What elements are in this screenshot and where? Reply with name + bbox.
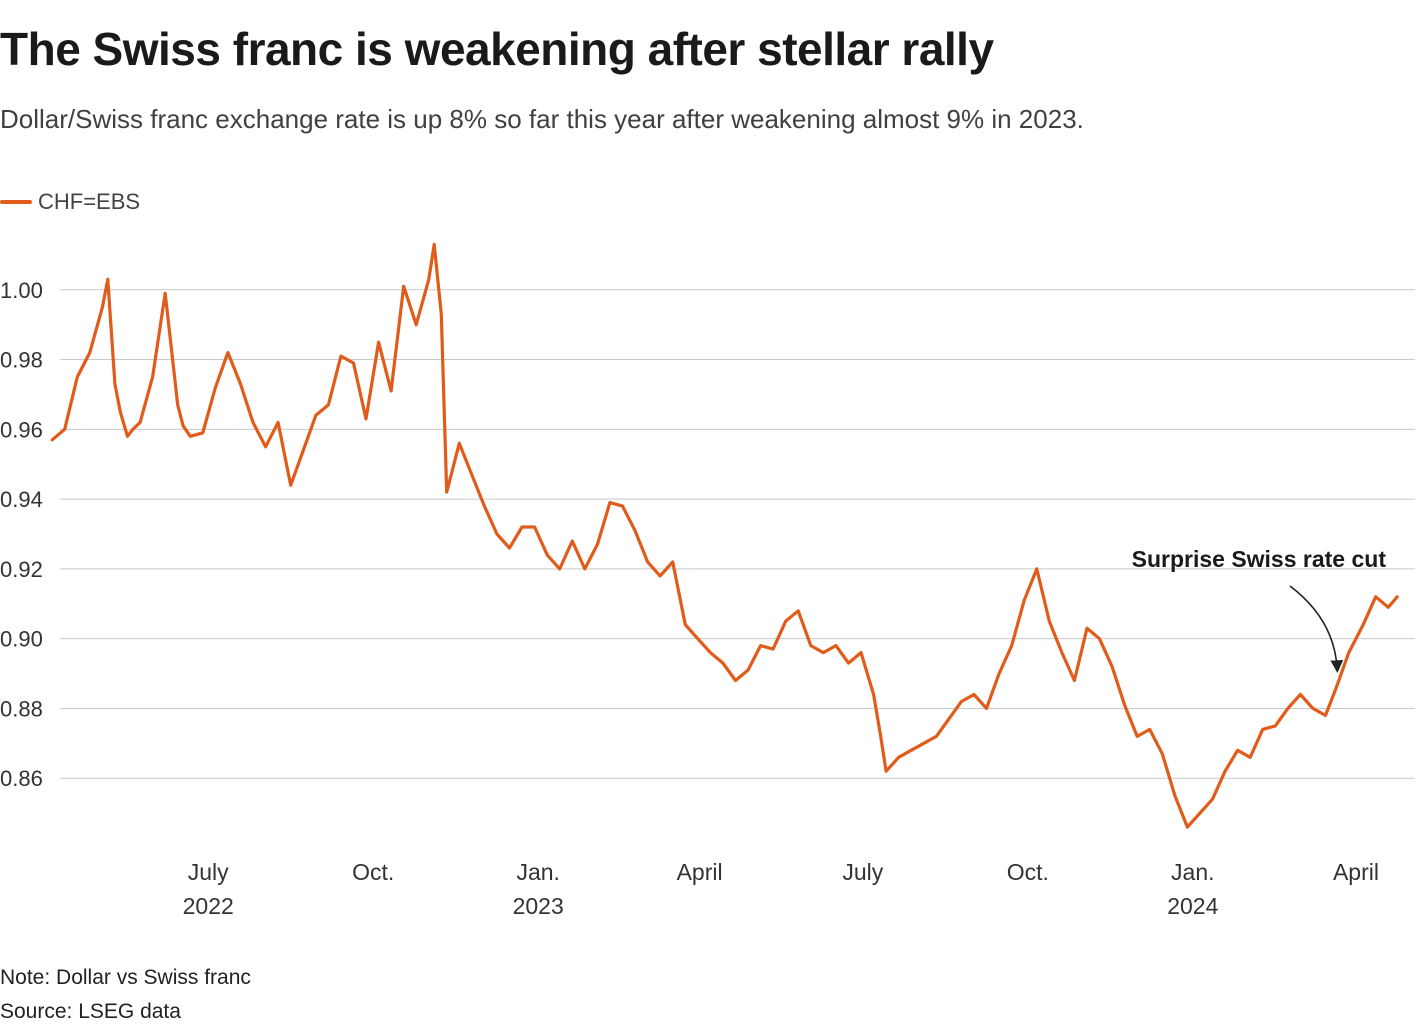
x-tick-label: April [1333,859,1379,885]
x-tick-label: April [677,859,723,885]
y-tick-label: 0.96 [0,417,43,442]
x-tick-label: July [842,859,883,885]
y-tick-label: 0.88 [0,696,43,721]
x-tick-year-label: 2023 [513,893,564,919]
grid-layer [60,289,1415,779]
x-tick-label: Oct. [352,859,394,885]
y-tick-label: 1.00 [0,278,43,303]
x-tick-label: Oct. [1007,859,1049,885]
chart-source: Source: LSEG data [0,1000,181,1023]
series-layer [50,242,1399,829]
x-tick-label: Jan. [1171,859,1214,885]
x-tick-label: Jan. [516,859,559,885]
x-tick-label: July [188,859,229,885]
x-tick-year-label: 2024 [1167,893,1218,919]
chart-subtitle: Dollar/Swiss franc exchange rate is up 8… [0,104,1084,134]
series-line-chf-ebs [50,242,1399,829]
y-tick-label: 0.92 [0,557,43,582]
legend-label: CHF=EBS [38,189,141,214]
line-chart: 0.86 0.88 0.90 0.92 0.94 0.96 0.98 1.00 July 202… [0,242,1415,919]
y-axis-labels: 0.86 0.88 0.90 0.92 0.94 0.96 0.98 1.00 [0,278,43,791]
y-tick-label: 0.94 [0,487,43,512]
x-tick-year-label: 2022 [183,893,234,919]
legend: CHF=EBS [0,188,140,216]
annotation-label: Surprise Swiss rate cut [1132,546,1387,572]
x-axis-labels: July 2022 Oct. Jan. 2023 April July Oct. Jan. 202… [183,859,1379,919]
annotation-layer: Surprise Swiss rate cut [1132,546,1387,674]
y-tick-label: 0.86 [0,766,43,791]
legend-swatch [0,200,32,204]
y-tick-label: 0.90 [0,627,43,652]
y-tick-label: 0.98 [0,348,43,373]
annotation-arrow [1289,585,1344,674]
chart-note: Note: Dollar vs Swiss franc [0,966,251,989]
chart-title: The Swiss franc is weakening after stell… [0,23,994,75]
